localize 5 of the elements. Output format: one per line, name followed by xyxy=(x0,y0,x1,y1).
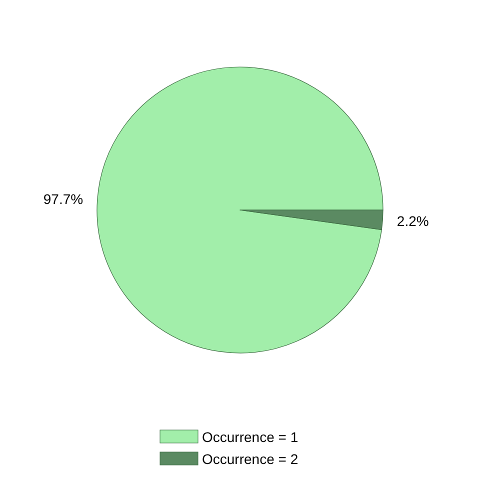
legend-label: Occurrence = 1 xyxy=(202,428,298,445)
data-label: 97.7% xyxy=(43,191,84,208)
legend-label: Occurrence = 2 xyxy=(202,450,298,467)
pie-slice xyxy=(96,66,384,354)
data-label: 2.2% xyxy=(396,212,429,229)
